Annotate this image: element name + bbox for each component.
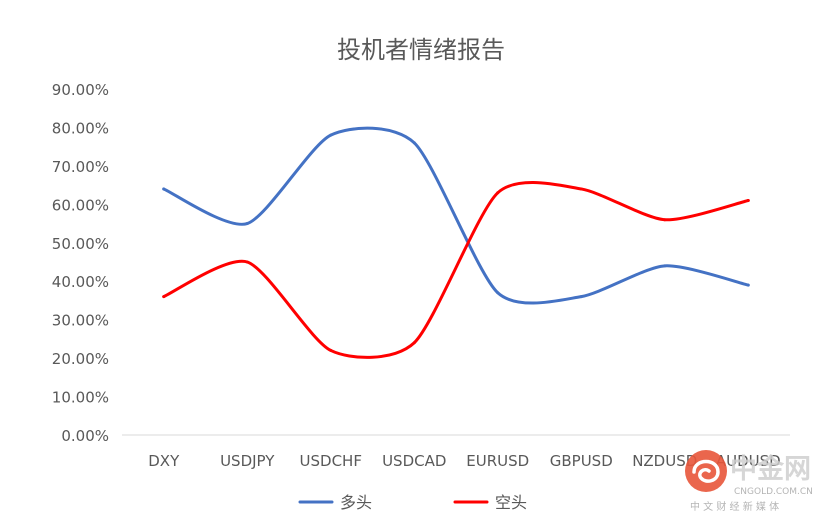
data-point (496, 191, 500, 195)
y-tick-label: 60.00% (52, 196, 109, 214)
series-line (162, 126, 750, 305)
x-tick-label: USDCAD (382, 452, 446, 470)
data-point (496, 291, 500, 295)
data-point (663, 218, 667, 222)
x-tick-label: EURUSD (466, 452, 529, 470)
y-tick-label: 0.00% (61, 427, 109, 445)
y-tick-label: 90.00% (52, 81, 109, 99)
data-point (245, 260, 249, 264)
x-axis: DXY USDJPY USDCHF USDCAD EURUSD GBPUSD NZDUSD A… (122, 434, 790, 470)
series-line (162, 181, 750, 359)
legend-label: 多头 (340, 493, 372, 512)
data-point (245, 222, 249, 226)
legend-item: 多头 (298, 493, 372, 512)
watermark-logo: 中金网 CNGOLD.COM.CN 中 文 财 经 新 媒 体 (685, 450, 813, 513)
series-short (162, 181, 750, 359)
data-point (162, 187, 166, 191)
y-tick-label: 20.00% (52, 350, 109, 368)
series-layer (162, 126, 750, 359)
data-point (579, 295, 583, 299)
y-tick-label: 70.00% (52, 158, 109, 176)
x-tick-label: DXY (148, 452, 180, 470)
legend: 多头 空头 (298, 493, 527, 512)
x-tick-label: USDCHF (300, 452, 362, 470)
data-point (663, 264, 667, 268)
legend-label: 空头 (495, 493, 527, 512)
y-tick-label: 80.00% (52, 119, 109, 137)
chart-title: 投机者情绪报告 (337, 36, 505, 64)
data-point (329, 133, 333, 137)
x-tick-label: NZDUSD (632, 452, 697, 470)
data-point (412, 341, 416, 345)
data-point (746, 198, 750, 202)
x-tick-label: USDJPY (220, 452, 275, 470)
y-tick-label: 30.00% (52, 312, 109, 330)
y-tick-label: 40.00% (52, 273, 109, 291)
legend-item: 空头 (453, 493, 527, 512)
data-point (412, 141, 416, 145)
watermark-domain: CNGOLD.COM.CN (734, 487, 813, 497)
data-point (329, 348, 333, 352)
y-tick-label: 10.00% (52, 389, 109, 407)
data-point (579, 187, 583, 191)
x-tick-label: GBPUSD (550, 452, 613, 470)
watermark-brand: 中金网 (730, 453, 811, 485)
data-point (162, 295, 166, 299)
x-tick-label: AUDUSD (716, 452, 781, 470)
y-axis: 0.00% 10.00% 20.00% 30.00% 40.00% 50.00% 60.00… (52, 81, 109, 445)
y-tick-label: 50.00% (52, 235, 109, 253)
watermark-logo-icon (685, 450, 727, 492)
series-long (162, 126, 750, 305)
data-point (746, 283, 750, 287)
watermark-tagline: 中 文 财 经 新 媒 体 (690, 500, 779, 513)
